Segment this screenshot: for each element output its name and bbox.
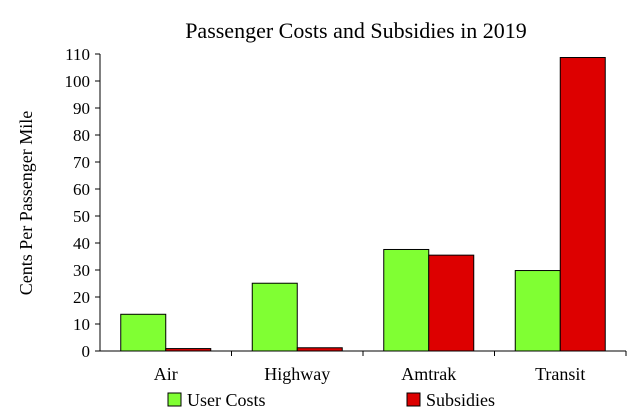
- legend: User Costs Subsidies: [167, 390, 495, 410]
- legend-label-subsidies: Subsidies: [426, 390, 495, 410]
- chart-title: Passenger Costs and Subsidies in 2019: [185, 18, 527, 43]
- y-tick-label: 10: [73, 315, 90, 334]
- y-tick-label: 50: [73, 207, 90, 226]
- bar-subsidies-amtrak: [428, 254, 475, 352]
- y-axis-ticks: 0 10 20 30 40 50 60 70 80 90 100 110: [65, 45, 100, 361]
- y-tick-label: 80: [73, 126, 90, 145]
- y-tick-label: 100: [65, 72, 91, 91]
- legend-swatch-user-costs: [167, 392, 182, 407]
- legend-swatch-subsidies: [406, 392, 421, 407]
- x-category-label: Transit: [535, 364, 585, 384]
- y-tick-label: 70: [73, 153, 90, 172]
- bar-user-costs-highway: [251, 282, 298, 352]
- y-tick-label: 90: [73, 99, 90, 118]
- y-tick-label: 0: [82, 342, 91, 361]
- y-tick-label: 60: [73, 180, 90, 199]
- bars: [120, 57, 606, 352]
- y-tick-label: 20: [73, 288, 90, 307]
- x-category-label: Air: [154, 364, 178, 384]
- bar-user-costs-amtrak: [383, 248, 430, 352]
- x-category-label: Highway: [264, 364, 330, 384]
- x-axis-categories: Air Highway Amtrak Transit: [154, 351, 627, 384]
- y-tick-label: 40: [73, 234, 90, 253]
- y-tick-label: 30: [73, 261, 90, 280]
- x-category-label: Amtrak: [401, 364, 456, 384]
- y-tick-label: 110: [65, 45, 90, 64]
- legend-label-user-costs: User Costs: [187, 390, 266, 410]
- bar-user-costs-air: [120, 313, 167, 352]
- bar-user-costs-transit: [514, 270, 561, 352]
- y-axis-label: Cents Per Passenger Mile: [16, 111, 36, 295]
- bar-subsidies-transit: [559, 57, 606, 352]
